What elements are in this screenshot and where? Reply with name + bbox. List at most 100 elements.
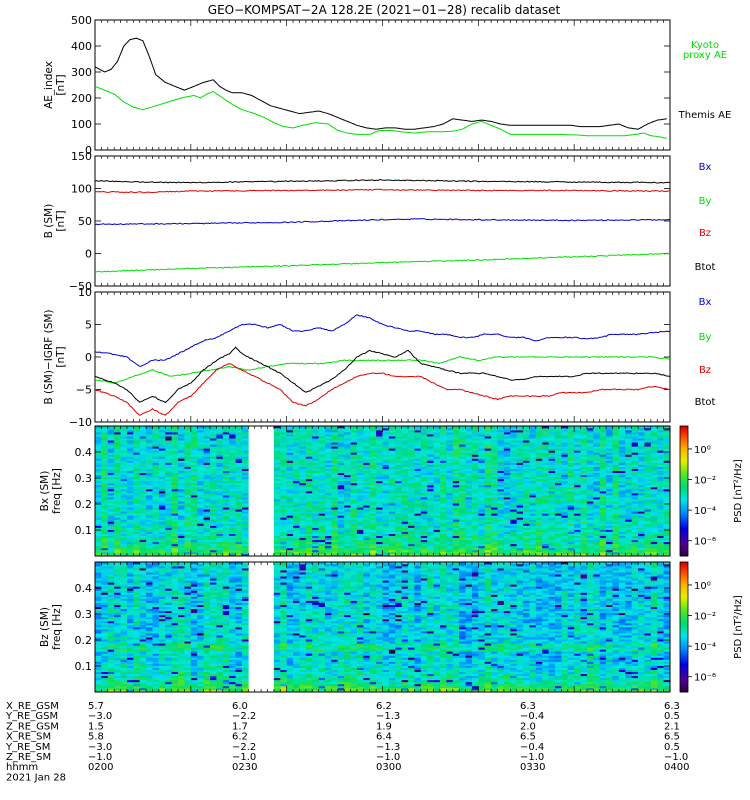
y-axis-label: freq [Hz] <box>51 604 63 650</box>
ephemeris-value: 6.5 <box>664 732 680 743</box>
panel-spec_bz: 0.10.20.30.4Bz (SM) freq [Hz]10⁰10⁻²10⁻⁴1… <box>39 561 744 693</box>
series-line-bz <box>94 363 671 416</box>
y-axis-label: B (SM) <box>43 204 55 238</box>
spectrogram-cells <box>95 562 671 693</box>
y-axis-label: Bz (SM) <box>39 607 51 647</box>
colorbar-label: PSD [nT²/Hz] <box>733 459 744 523</box>
y-axis-label: AE_index <box>43 61 55 109</box>
panel-bdiff: −10 −5 0 5 10 B (SM)−IGRF (SM) [nT] Bx By Bz Btot <box>43 286 715 429</box>
y-tick-label: 0.3 <box>75 472 93 485</box>
legend-entry: Bx <box>699 162 712 173</box>
ephemeris-value: −3.0 <box>88 742 112 753</box>
y-axis-label: [nT] <box>55 74 67 95</box>
ephemeris-value: −1.0 <box>520 752 544 763</box>
ephemeris-value: 6.5 <box>520 732 536 743</box>
y-tick-label: 0.2 <box>75 634 93 647</box>
y-tick-label: 0.4 <box>75 446 93 459</box>
ephemeris-value: 0.5 <box>664 742 680 753</box>
ephemeris-value: 1.5 <box>88 721 104 732</box>
ephemeris-row-label: X_RE_SM <box>6 732 51 743</box>
panel-bsm: −50 0 50 100 150 B (SM) [nT] Bx By Bz Btot <box>43 150 715 293</box>
ephemeris-value: −3.0 <box>88 711 112 722</box>
panel-spec_bx: 0.10.20.30.4Bx (SM) freq [Hz]10⁰10⁻²10⁻⁴1… <box>39 425 744 557</box>
ephemeris-row-label: Z_RE_GSM <box>6 721 59 732</box>
legend-entry: By <box>699 332 712 343</box>
colorbar-tick-label: 10⁻² <box>694 612 716 623</box>
colorbar-tick-label: 10⁻⁴ <box>694 506 716 517</box>
ephemeris-value: 0330 <box>520 762 545 773</box>
ephemeris-value: −0.4 <box>520 711 544 722</box>
y-axis-label: [nT] <box>55 210 67 231</box>
legend-entry: Bz <box>699 228 711 239</box>
spectrogram-cells <box>95 426 671 557</box>
ephemeris-value: 0.5 <box>664 711 680 722</box>
series-line-themis-ae <box>94 37 667 130</box>
colorbar-frame <box>679 561 689 693</box>
legend-entry: Kyoto <box>691 40 719 51</box>
ephemeris-value: 5.7 <box>88 701 104 712</box>
y-tick-label: 50 <box>78 215 92 228</box>
series-line-btot <box>94 346 671 404</box>
y-tick-label: 0.1 <box>75 660 93 673</box>
ephemeris-value: 0230 <box>232 762 257 773</box>
y-tick-label: 0 <box>85 248 92 261</box>
ephemeris-value: −2.2 <box>232 742 256 753</box>
y-tick-label: −10 <box>69 416 92 429</box>
ephemeris-value: 6.0 <box>232 701 248 712</box>
y-tick-label: 200 <box>71 92 92 105</box>
ephemeris-value: 0400 <box>664 762 689 773</box>
ephemeris-value: 1.7 <box>232 721 248 732</box>
y-tick-label: 0 <box>85 144 92 157</box>
series-line-by <box>95 252 671 273</box>
ephemeris-value: −1.0 <box>664 752 688 763</box>
colorbar: 10⁰ 10⁻² 10⁻⁴ 10⁻⁶ PSD [nT²/Hz] <box>679 561 744 693</box>
legend-entry: Themis AE <box>678 110 732 121</box>
y-tick-label: 0.1 <box>75 524 93 537</box>
panel-frame <box>94 155 671 287</box>
colorbar-label: PSD [nT²/Hz] <box>733 595 744 659</box>
ephemeris-row-label: hhmm <box>6 762 38 773</box>
ephemeris-value: 6.3 <box>664 701 680 712</box>
y-tick-label: 400 <box>71 40 92 53</box>
ephemeris-value: −1.3 <box>376 711 400 722</box>
y-tick-label: 0.4 <box>75 582 93 595</box>
legend-entry: Bx <box>699 297 712 308</box>
ephemeris-value: −0.4 <box>520 742 544 753</box>
colorbar-tick-label: 10⁻⁴ <box>694 642 716 653</box>
y-tick-label: 0.2 <box>75 498 93 511</box>
ephemeris-value: −1.3 <box>376 742 400 753</box>
figure-title: GEO−KOMPSAT−2A 128.2E (2021−01−28) recal… <box>208 3 561 17</box>
ephemeris-value: 6.2 <box>376 701 392 712</box>
ephemeris-row-label: Y_RE_SM <box>5 742 50 753</box>
ephemeris-value: 5.8 <box>88 732 104 743</box>
series-line-bx <box>94 218 671 226</box>
colorbar: 10⁰ 10⁻² 10⁻⁴ 10⁻⁶ PSD [nT²/Hz] <box>679 425 744 557</box>
colorbar-tick-label: 10⁻² <box>694 476 716 487</box>
colorbar-tick-label: 10⁰ <box>694 581 711 592</box>
ephemeris-value: 1.9 <box>376 721 392 732</box>
ephemeris-value: 0300 <box>376 762 401 773</box>
ephemeris-row-label: X_RE_GSM <box>6 701 59 712</box>
y-axis-label: freq [Hz] <box>51 468 63 514</box>
ephemeris-row-label: Y_RE_GSM <box>5 711 58 722</box>
ephemeris-value: 6.3 <box>520 701 536 712</box>
y-tick-label: 10 <box>78 286 92 299</box>
legend-entry: Bz <box>699 365 711 376</box>
y-tick-label: 150 <box>71 150 92 163</box>
ephemeris-value: −2.2 <box>232 711 256 722</box>
y-axis-label: [nT] <box>55 346 67 367</box>
colorbar-tick-label: 10⁻⁶ <box>694 537 716 548</box>
ephemeris-value: −1.0 <box>376 752 400 763</box>
y-axis-label: B (SM)−IGRF (SM) <box>43 309 55 404</box>
series-line-bz <box>94 188 671 194</box>
ephemeris-row-label: Z_RE_SM <box>6 752 51 763</box>
y-tick-label: 500 <box>71 14 92 27</box>
y-tick-label: 300 <box>71 66 92 79</box>
y-axis-label: Bx (SM) <box>39 471 51 512</box>
y-tick-label: 0.3 <box>75 608 93 621</box>
colorbar-tick-label: 10⁻⁶ <box>694 673 716 684</box>
legend-entry: proxy AE <box>683 50 727 61</box>
colorbar-tick-label: 10⁰ <box>694 445 711 456</box>
